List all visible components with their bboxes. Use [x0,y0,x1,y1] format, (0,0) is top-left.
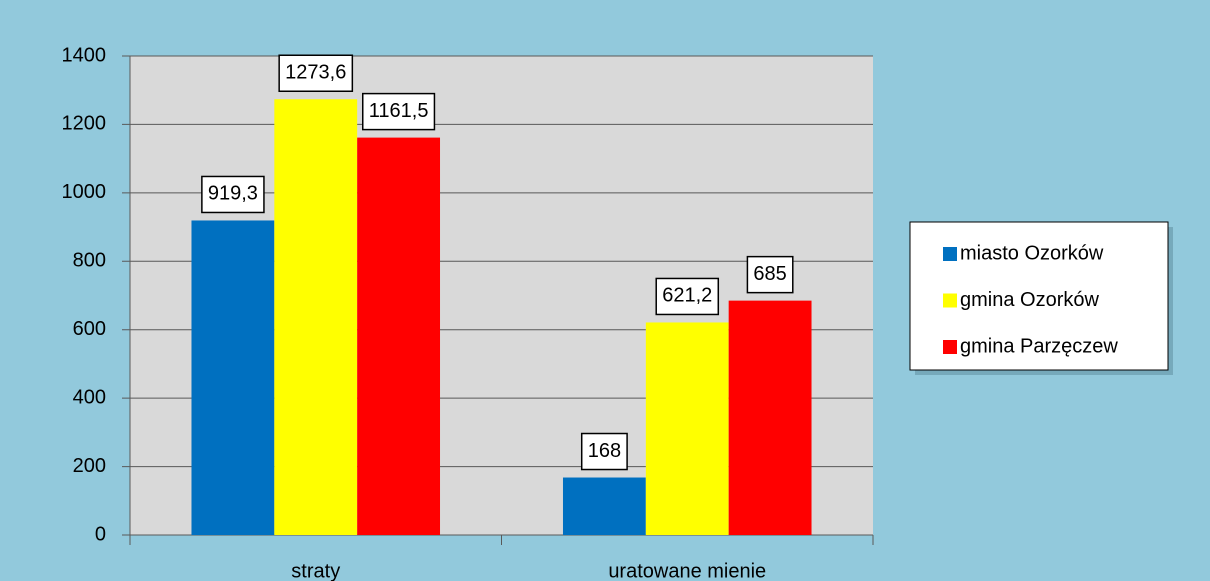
y-tick-label: 1400 [62,44,107,66]
data-label-box [746,255,794,294]
bar [357,137,441,535]
y-tick-label: 800 [73,250,106,272]
data-label-box [278,54,354,92]
x-tick-label: straty [291,560,340,581]
data-label-box [580,432,628,471]
y-tick-label: 400 [73,386,106,408]
legend-label: gmina Ozorków [960,289,1099,311]
y-tick-label: 1200 [62,113,107,135]
legend-swatch [943,247,957,261]
y-tick-label: 0 [95,523,106,545]
data-label: 919,3 [208,183,258,205]
data-label: 621,2 [662,285,712,307]
data-label-box [362,92,436,131]
bar [274,99,358,535]
bar [191,220,275,535]
data-label: 1161,5 [369,100,429,122]
bar [562,477,646,535]
legend-swatch [943,293,957,308]
legend-label: miasto Ozorków [960,242,1104,264]
y-tick-label: 200 [73,455,106,477]
data-label-box [201,175,265,214]
bar [728,300,812,535]
data-label: 685 [753,263,786,285]
legend-label: gmina Parzęczew [960,335,1118,357]
y-tick-label: 1000 [62,181,107,203]
data-label: 168 [588,440,621,462]
data-label: 1273,6 [285,62,346,84]
legend-swatch [943,340,957,354]
x-tick-label: uratowane mienie [608,560,766,581]
data-label-box [655,277,720,316]
bar [645,322,729,535]
y-tick-label: 600 [73,318,106,340]
